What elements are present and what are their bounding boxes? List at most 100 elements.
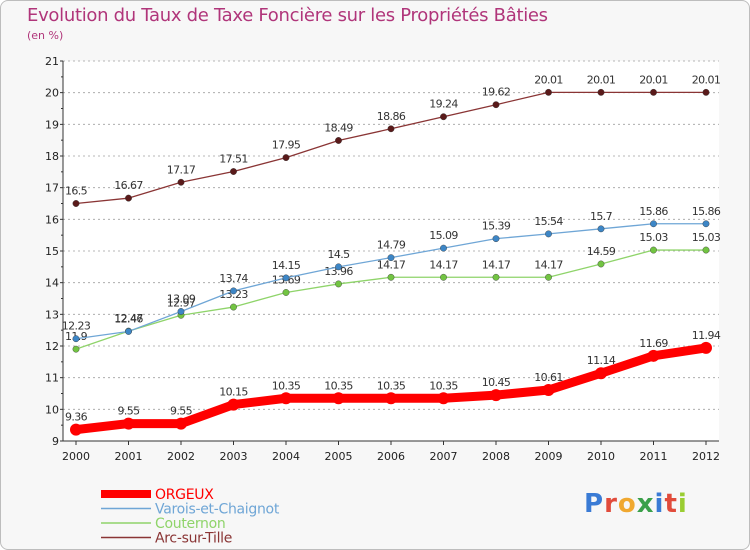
y-tick-label: 16	[45, 213, 59, 226]
data-label-varois-et-chaignot: 15.86	[692, 205, 721, 218]
x-tick-label: 2010	[587, 450, 615, 463]
x-tick-label: 2002	[167, 450, 195, 463]
data-point-couternon	[545, 273, 552, 281]
data-label-varois-et-chaignot: 15.86	[639, 205, 668, 218]
data-point-varois-et-chaignot	[282, 274, 290, 282]
data-point-couternon	[597, 260, 605, 268]
data-label-varois-et-chaignot: 14.15	[272, 259, 301, 272]
data-point-couternon	[440, 273, 447, 281]
legend-label-arc-sur-tille: Arc-sur-Tille	[155, 531, 232, 547]
data-point-arc-sur-tille	[282, 154, 290, 161]
data-label-couternon: 14.17	[482, 258, 511, 271]
x-tick-label: 2005	[325, 450, 353, 463]
legend-label-varois-et-chaignot: Varois-et-Chaignot	[155, 502, 280, 518]
data-label-orgeux: 11.94	[692, 329, 721, 342]
x-tick-label: 2007	[430, 450, 458, 463]
data-point-couternon	[230, 303, 237, 311]
data-point-varois-et-chaignot	[387, 254, 395, 262]
data-point-arc-sur-tille	[72, 200, 80, 207]
data-point-orgeux	[437, 392, 450, 405]
data-point-orgeux	[280, 392, 292, 405]
data-point-couternon	[72, 345, 80, 353]
data-label-couternon: 15.03	[692, 231, 721, 244]
x-tick-label: 2008	[482, 450, 510, 463]
logo-letter: x	[636, 489, 655, 519]
legend-label-orgeux: ORGEUX	[155, 487, 214, 503]
data-label-arc-sur-tille: 18.86	[377, 110, 406, 123]
data-label-arc-sur-tille: 20.01	[587, 73, 616, 86]
chart-title: Evolution du Taux de Taxe Foncière sur l…	[27, 5, 548, 26]
data-point-orgeux	[227, 398, 240, 411]
data-label-arc-sur-tille: 18.49	[324, 121, 353, 134]
data-point-varois-et-chaignot	[492, 235, 500, 243]
data-label-varois-et-chaignot: 13.74	[219, 272, 248, 285]
x-tick-label: 2011	[640, 450, 668, 463]
data-point-orgeux	[332, 392, 345, 405]
data-point-arc-sur-tille	[230, 168, 237, 175]
data-point-couternon	[702, 246, 710, 254]
data-label-orgeux: 10.35	[324, 379, 353, 392]
legend-label-couternon: Couternon	[155, 516, 225, 532]
data-point-orgeux	[122, 417, 135, 430]
data-label-orgeux: 10.61	[534, 371, 563, 384]
data-point-varois-et-chaignot	[335, 263, 342, 271]
data-point-orgeux	[647, 349, 660, 362]
data-point-varois-et-chaignot	[72, 335, 80, 343]
x-tick-label: 2012	[692, 450, 720, 463]
data-label-varois-et-chaignot: 12.23	[62, 320, 91, 333]
y-tick-label: 12	[45, 340, 59, 353]
data-label-arc-sur-tille: 19.62	[482, 86, 511, 99]
y-tick-label: 13	[45, 308, 59, 321]
logo-letter: i	[677, 489, 688, 519]
logo-letter: t	[664, 489, 678, 519]
data-label-couternon: 14.59	[587, 245, 616, 258]
x-tick-label: 2001	[115, 450, 143, 463]
data-point-orgeux	[70, 423, 82, 436]
data-label-arc-sur-tille: 19.24	[429, 98, 458, 111]
x-tick-label: 2006	[377, 450, 405, 463]
data-label-orgeux: 9.55	[170, 405, 193, 418]
data-point-couternon	[650, 246, 657, 254]
data-point-varois-et-chaignot	[597, 225, 605, 233]
data-point-arc-sur-tille	[545, 88, 552, 96]
data-point-arc-sur-tille	[335, 137, 342, 144]
y-tick-label: 17	[45, 182, 59, 195]
data-point-orgeux	[542, 384, 555, 397]
x-tick-label: 2003	[220, 450, 248, 463]
data-label-orgeux: 11.69	[639, 337, 668, 350]
data-label-couternon: 15.03	[639, 231, 668, 244]
data-label-varois-et-chaignot: 14.5	[327, 248, 350, 261]
data-point-arc-sur-tille	[597, 88, 605, 96]
data-label-arc-sur-tille: 16.5	[65, 185, 88, 198]
chart-unit-label: (en %)	[27, 29, 64, 42]
y-tick-label: 10	[45, 403, 59, 416]
data-label-arc-sur-tille: 17.95	[272, 139, 301, 152]
logo-letter: i	[654, 489, 665, 519]
data-point-varois-et-chaignot	[125, 328, 132, 335]
data-label-arc-sur-tille: 20.01	[534, 73, 563, 86]
data-label-varois-et-chaignot: 14.79	[377, 239, 406, 252]
x-tick-label: 2004	[272, 450, 300, 463]
data-label-orgeux: 9.36	[65, 411, 88, 424]
data-label-varois-et-chaignot: 13.09	[167, 292, 196, 305]
y-tick-label: 14	[45, 277, 59, 290]
y-tick-label: 21	[45, 55, 59, 68]
data-point-varois-et-chaignot	[650, 220, 657, 228]
data-label-orgeux: 11.14	[587, 354, 616, 367]
data-point-orgeux	[490, 389, 502, 402]
data-point-arc-sur-tille	[125, 194, 132, 202]
data-label-arc-sur-tille: 20.01	[692, 73, 721, 86]
data-label-varois-et-chaignot: 15.39	[482, 220, 511, 233]
logo-letter: P	[584, 489, 605, 519]
y-tick-label: 9	[52, 435, 59, 448]
data-point-arc-sur-tille	[650, 88, 657, 96]
data-point-couternon	[387, 273, 395, 281]
data-label-orgeux: 10.45	[482, 376, 511, 389]
data-label-orgeux: 10.35	[377, 379, 406, 392]
data-point-couternon	[492, 273, 500, 281]
data-label-varois-et-chaignot: 15.54	[534, 215, 563, 228]
y-tick-label: 19	[45, 118, 59, 131]
y-tick-label: 15	[45, 245, 59, 258]
data-point-varois-et-chaignot	[545, 230, 552, 238]
